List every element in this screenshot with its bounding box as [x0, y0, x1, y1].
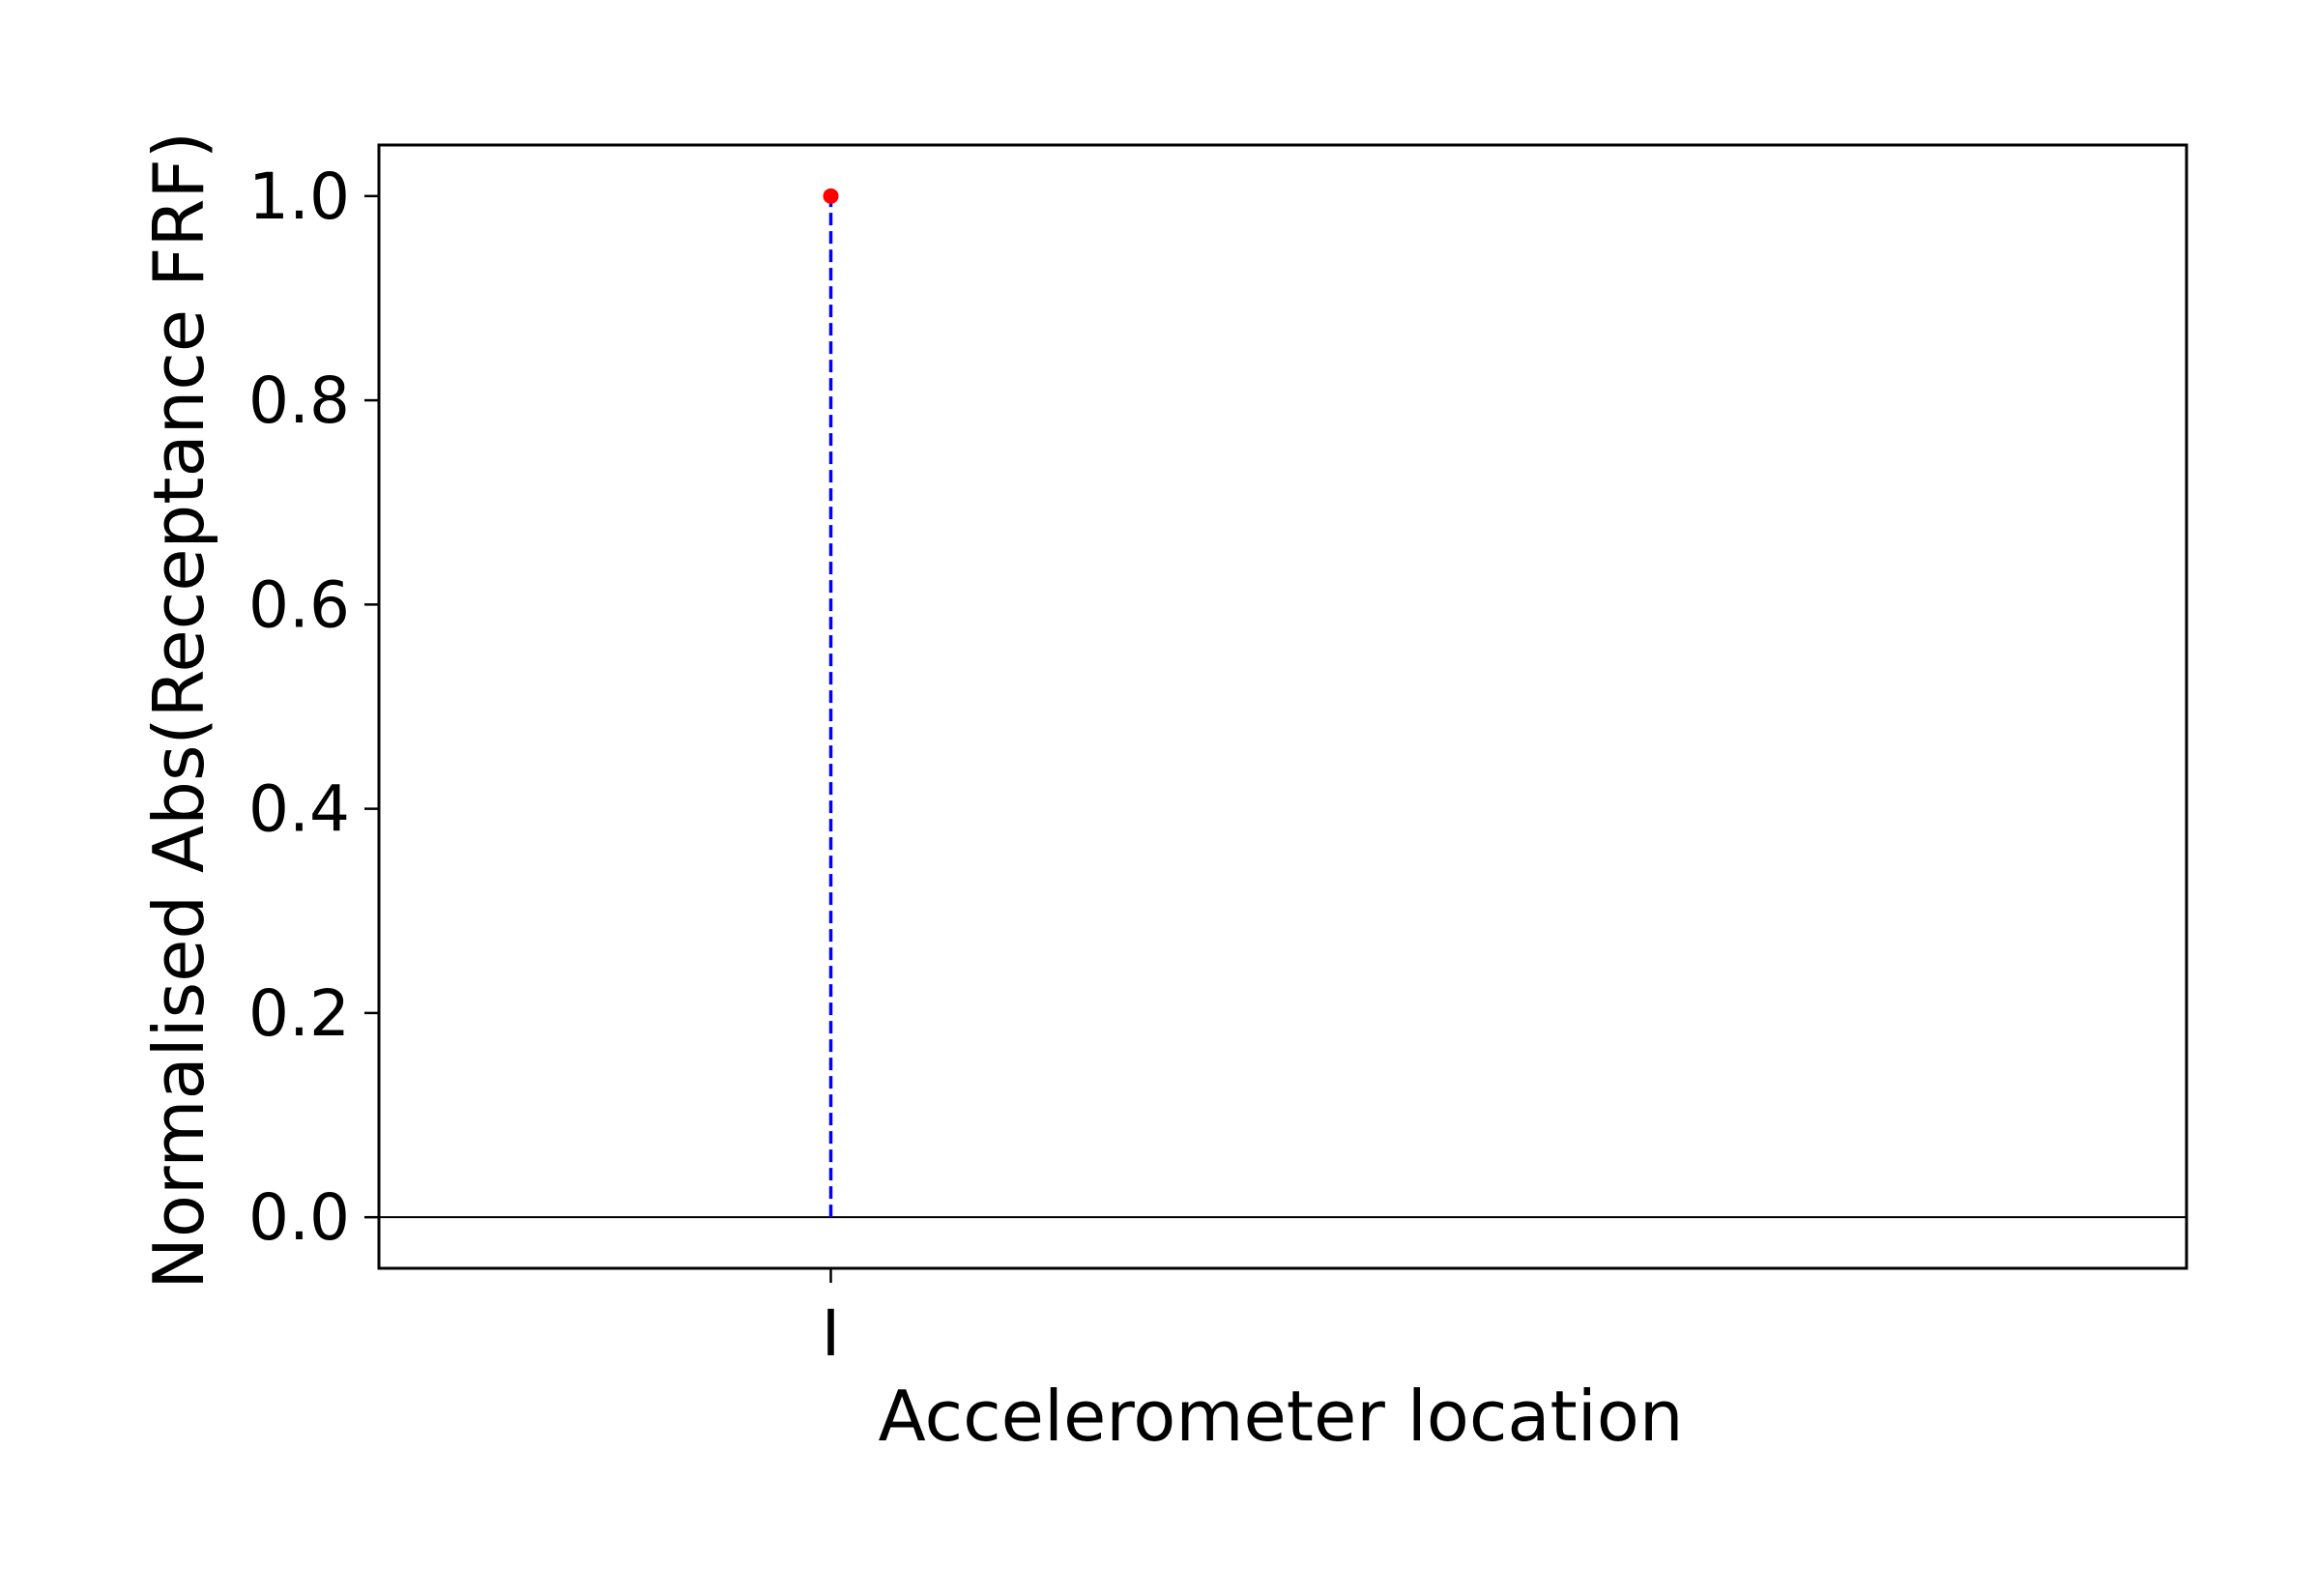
stems-layer: [823, 188, 839, 1218]
x-tick-label-0: I: [822, 1296, 840, 1371]
x-axis: I: [822, 1268, 840, 1371]
stem-marker-0: [823, 188, 839, 204]
y-axis: 0.0 0.2 0.4 0.6 0.8 1.0: [248, 160, 379, 1255]
x-axis-label: Accelerometer location: [879, 1376, 1684, 1457]
frame-layer: [377, 143, 2188, 1270]
y-axis-label: Normalised Abs(Receptance FRF): [138, 131, 219, 1290]
y-tick-label-0: 0.0: [248, 1180, 350, 1255]
y-tick-label-2: 0.4: [248, 772, 350, 847]
y-tick-label-5: 1.0: [248, 160, 350, 234]
y-tick-label-4: 0.8: [248, 363, 350, 438]
y-tick-label-1: 0.2: [248, 976, 350, 1051]
y-tick-label-3: 0.6: [248, 567, 350, 642]
axes-frame: [377, 143, 2188, 1270]
